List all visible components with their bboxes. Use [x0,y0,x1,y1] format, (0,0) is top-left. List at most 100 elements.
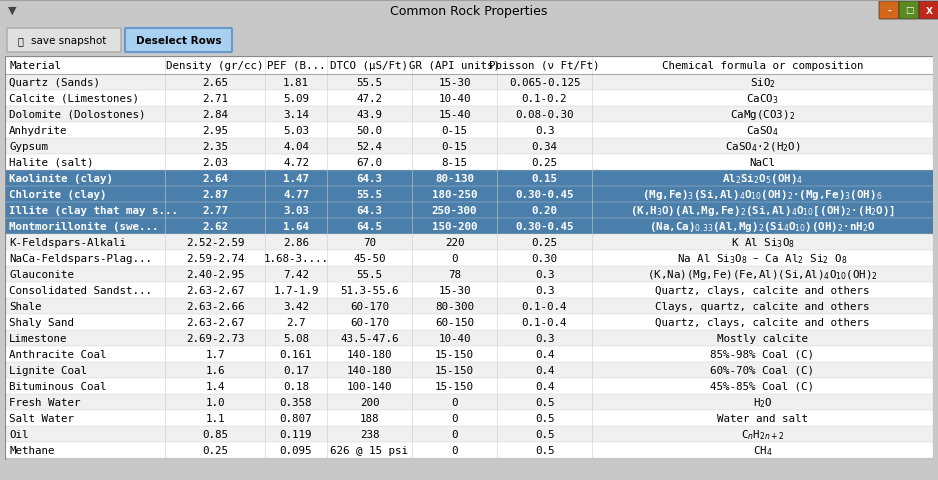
Bar [5,235,933,251]
Text: 2.52-2.59: 2.52-2.59 [186,238,244,248]
Text: 220: 220 [445,238,464,248]
Text: 2.65: 2.65 [202,78,228,88]
Text: 47.2: 47.2 [356,94,383,104]
Text: 2.59-2.74: 2.59-2.74 [186,253,244,264]
Text: 5.08: 5.08 [283,333,309,343]
Text: 100-140: 100-140 [347,381,392,391]
Text: 70: 70 [363,238,376,248]
FancyBboxPatch shape [899,2,919,20]
Text: CaMg(CO3)$_2$: CaMg(CO3)$_2$ [730,108,795,122]
Text: 0.3: 0.3 [535,126,554,136]
Text: Poisson (ν Ft/Ft): Poisson (ν Ft/Ft) [490,61,599,71]
Text: 0.5: 0.5 [535,397,554,407]
Text: 1.0: 1.0 [205,397,225,407]
Text: CH$_4$: CH$_4$ [752,443,772,457]
Bar [5,378,933,394]
Text: 2.87: 2.87 [202,190,228,200]
Text: 140-180: 140-180 [347,365,392,375]
Text: Clays, quartz, calcite and others: Clays, quartz, calcite and others [656,301,870,312]
Text: 0.30-0.45: 0.30-0.45 [515,222,574,231]
Bar [5,155,933,171]
Text: 5.03: 5.03 [283,126,309,136]
Text: 0.85: 0.85 [202,429,228,439]
Text: □: □ [905,7,914,15]
Text: 4.77: 4.77 [283,190,309,200]
Text: 10-40: 10-40 [438,333,471,343]
Bar [5,203,933,218]
Text: Al$_2$Si$_2$O$_5$(OH)$_4$: Al$_2$Si$_2$O$_5$(OH)$_4$ [722,171,803,186]
Text: 55.5: 55.5 [356,269,383,279]
Text: 0.358: 0.358 [280,397,312,407]
Bar [5,394,933,410]
Text: 0.3: 0.3 [535,286,554,295]
Text: 43.5-47.6: 43.5-47.6 [340,333,399,343]
Text: Limestone: Limestone [9,333,68,343]
Text: (K,H$_3$O)(Al,Mg,Fe)$_2$(Si,Al)$_4$O$_{10}$[(OH)$_2$·(H$_2$O)]: (K,H$_3$O)(Al,Mg,Fe)$_2$(Si,Al)$_4$O$_{1… [630,204,895,218]
Bar [5,330,933,346]
Text: Halite (salt): Halite (salt) [9,157,94,168]
FancyBboxPatch shape [919,2,938,20]
Text: 0.5: 0.5 [535,413,554,423]
Text: ▼: ▼ [8,6,16,16]
Text: SiO$_2$: SiO$_2$ [749,76,776,90]
Text: Methane: Methane [9,445,54,455]
Text: Density (gr/cc): Density (gr/cc) [166,61,264,71]
Text: 2.84: 2.84 [202,110,228,120]
Text: 15-150: 15-150 [435,381,474,391]
Text: CaSO$_4$: CaSO$_4$ [746,124,779,138]
Text: Kaolinite (clay): Kaolinite (clay) [9,174,113,184]
Text: Salt Water: Salt Water [9,413,74,423]
Bar [5,426,933,442]
Text: 80-130: 80-130 [435,174,474,184]
Text: H$_2$O: H$_2$O [752,395,772,409]
Text: 0.4: 0.4 [535,365,554,375]
Text: 0.17: 0.17 [283,365,309,375]
Text: 1.7: 1.7 [205,349,225,359]
Text: 67.0: 67.0 [356,157,383,168]
Text: 2.35: 2.35 [202,142,228,152]
Text: 0.25: 0.25 [202,445,228,455]
Text: Quartz, clays, calcite and others: Quartz, clays, calcite and others [656,286,870,295]
Text: Dolomite (Dolostones): Dolomite (Dolostones) [9,110,145,120]
Text: 0.08-0.30: 0.08-0.30 [515,110,574,120]
Text: 0.1-0.4: 0.1-0.4 [522,301,567,312]
Text: 0.1-0.2: 0.1-0.2 [522,94,567,104]
Text: Material: Material [9,61,61,71]
Text: 2.40-2.95: 2.40-2.95 [186,269,244,279]
Text: 180-250: 180-250 [431,190,477,200]
Text: 10-40: 10-40 [438,94,471,104]
Text: 1.64: 1.64 [283,222,309,231]
Text: 3.42: 3.42 [283,301,309,312]
Text: 0.25: 0.25 [532,157,557,168]
FancyBboxPatch shape [7,29,121,53]
Text: 15-150: 15-150 [435,365,474,375]
Bar [5,75,933,91]
Text: 0.18: 0.18 [283,381,309,391]
Text: 140-180: 140-180 [347,349,392,359]
Text: K Al Si$_3$O$_8$: K Al Si$_3$O$_8$ [731,236,794,250]
Text: 150-200: 150-200 [431,222,477,231]
Bar [5,171,933,187]
FancyBboxPatch shape [125,29,232,53]
Text: 📷: 📷 [17,36,23,46]
Text: Fresh Water: Fresh Water [9,397,81,407]
Text: Anhydrite: Anhydrite [9,126,68,136]
Text: 1.47: 1.47 [283,174,309,184]
Text: 0-15: 0-15 [442,126,467,136]
Text: Na Al Si$_3$O$_8$ – Ca Al$_2$ Si$_2$ O$_8$: Na Al Si$_3$O$_8$ – Ca Al$_2$ Si$_2$ O$_… [677,252,848,265]
Text: Montmorillonite (swe...: Montmorillonite (swe... [9,222,159,231]
Bar [5,346,933,362]
Text: 0-15: 0-15 [442,142,467,152]
Text: Common Rock Properties: Common Rock Properties [390,4,548,17]
Text: CaSO$_4$·2(H$_2$O): CaSO$_4$·2(H$_2$O) [725,140,800,154]
Text: 8-15: 8-15 [442,157,467,168]
Text: 43.9: 43.9 [356,110,383,120]
Text: 64.3: 64.3 [356,205,383,216]
Text: 626 @ 15 psi: 626 @ 15 psi [330,445,409,455]
Text: 78: 78 [448,269,461,279]
Text: 4.04: 4.04 [283,142,309,152]
Text: 0.3: 0.3 [535,333,554,343]
Bar [5,282,933,299]
Text: 0.15: 0.15 [532,174,557,184]
Text: Anthracite Coal: Anthracite Coal [9,349,107,359]
